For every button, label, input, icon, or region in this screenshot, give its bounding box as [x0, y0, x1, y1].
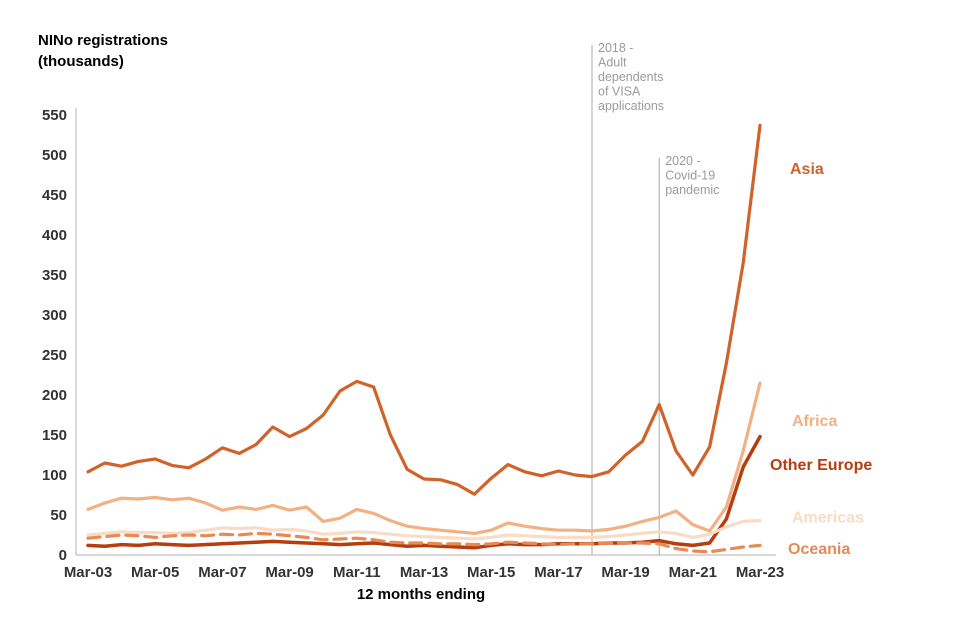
annotation-text: 2020 - — [665, 154, 700, 168]
x-tick-label: Mar-19 — [601, 564, 649, 581]
series-label-americas: Americas — [792, 510, 864, 527]
series-label-africa: Africa — [792, 413, 837, 430]
chart-title: NINo registrations (thousands) — [38, 32, 169, 70]
y-tick-label: 50 — [50, 507, 67, 524]
series-line-americas — [86, 518, 762, 541]
y-tick-label: 300 — [42, 307, 67, 324]
series-line-asia — [86, 123, 762, 496]
series-label-oceania: Oceania — [788, 541, 850, 558]
y-tick-label: 400 — [42, 227, 67, 244]
y-tick-label: 0 — [59, 547, 67, 564]
series-label-other-europe: Other Europe — [770, 457, 872, 474]
x-tick-label: Mar-15 — [467, 564, 515, 581]
y-tick-label: 250 — [42, 347, 67, 364]
annotation-text: of VISA — [598, 85, 641, 99]
x-tick-label: Mar-13 — [400, 564, 448, 581]
annotation-text: 2018 - — [598, 41, 633, 55]
x-tick-label: Mar-05 — [131, 564, 179, 581]
annotation-text: Adult — [598, 56, 627, 70]
annotation-text: dependents — [598, 70, 663, 84]
x-tick-label: Mar-11 — [333, 564, 381, 581]
y-tick-label: 150 — [42, 427, 67, 444]
x-axis-title: 12 months ending — [356, 586, 486, 603]
annotation-text: pandemic — [665, 183, 719, 197]
y-tick-label: 350 — [42, 267, 67, 284]
x-tick-label: Mar-03 — [64, 564, 112, 581]
y-tick-label: 550 — [42, 107, 67, 124]
x-tick-label: Mar-21 — [669, 564, 717, 581]
x-tick-label: Mar-09 — [265, 564, 313, 581]
series-label-asia: Asia — [790, 161, 824, 178]
y-tick-label: 100 — [42, 467, 67, 484]
x-tick-label: Mar-17 — [534, 564, 582, 581]
series-line-africa — [86, 381, 762, 536]
y-tick-label: 500 — [42, 147, 67, 164]
annotation-text: applications — [598, 99, 664, 113]
y-tick-label: 450 — [42, 187, 67, 204]
x-tick-label: Mar-23 — [736, 564, 784, 581]
x-tick-label: Mar-07 — [198, 564, 246, 581]
y-tick-label: 200 — [42, 387, 67, 404]
annotation-text: Covid-19 — [665, 169, 715, 183]
series-line-oceania — [86, 531, 762, 554]
